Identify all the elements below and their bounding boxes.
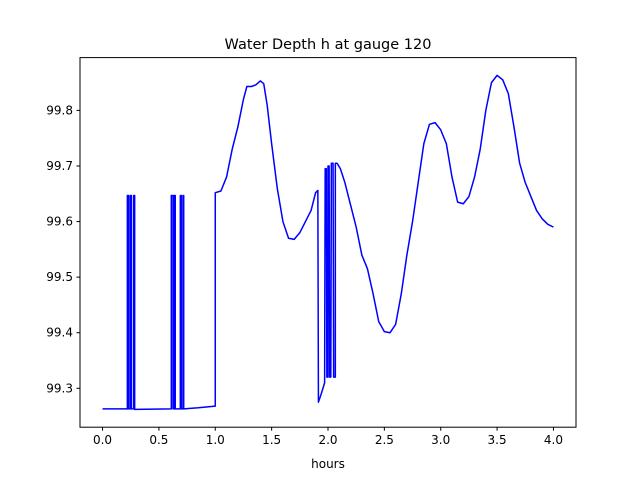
- x-tick-label: 3.0: [431, 433, 450, 447]
- y-tick-label: 99.4: [46, 326, 73, 340]
- x-tick-label: 2.5: [375, 433, 394, 447]
- y-tick-label: 99.7: [46, 159, 73, 173]
- y-tick-label: 99.6: [46, 215, 73, 229]
- x-axis: 0.0 0.5 1.0 1.5 2.0 2.5 3.0 3.5 4.0: [93, 427, 563, 447]
- x-tick-label: 3.5: [488, 433, 507, 447]
- series-line: [102, 74, 554, 411]
- y-tick-label: 99.8: [46, 103, 73, 117]
- x-tick-label: 1.0: [206, 433, 225, 447]
- x-tick-label: 0.0: [93, 433, 112, 447]
- chart-title: Water Depth h at gauge 120: [225, 37, 432, 53]
- x-axis-label: hours: [311, 457, 345, 471]
- y-tick-label: 99.3: [46, 381, 73, 395]
- y-axis: 99.3 99.4 99.5 99.6 99.7 99.8: [46, 103, 80, 395]
- x-tick-label: 0.5: [149, 433, 168, 447]
- x-tick-label: 4.0: [544, 433, 563, 447]
- x-tick-label: 2.0: [318, 433, 337, 447]
- x-tick-label: 1.5: [262, 433, 281, 447]
- y-tick-label: 99.5: [46, 270, 73, 284]
